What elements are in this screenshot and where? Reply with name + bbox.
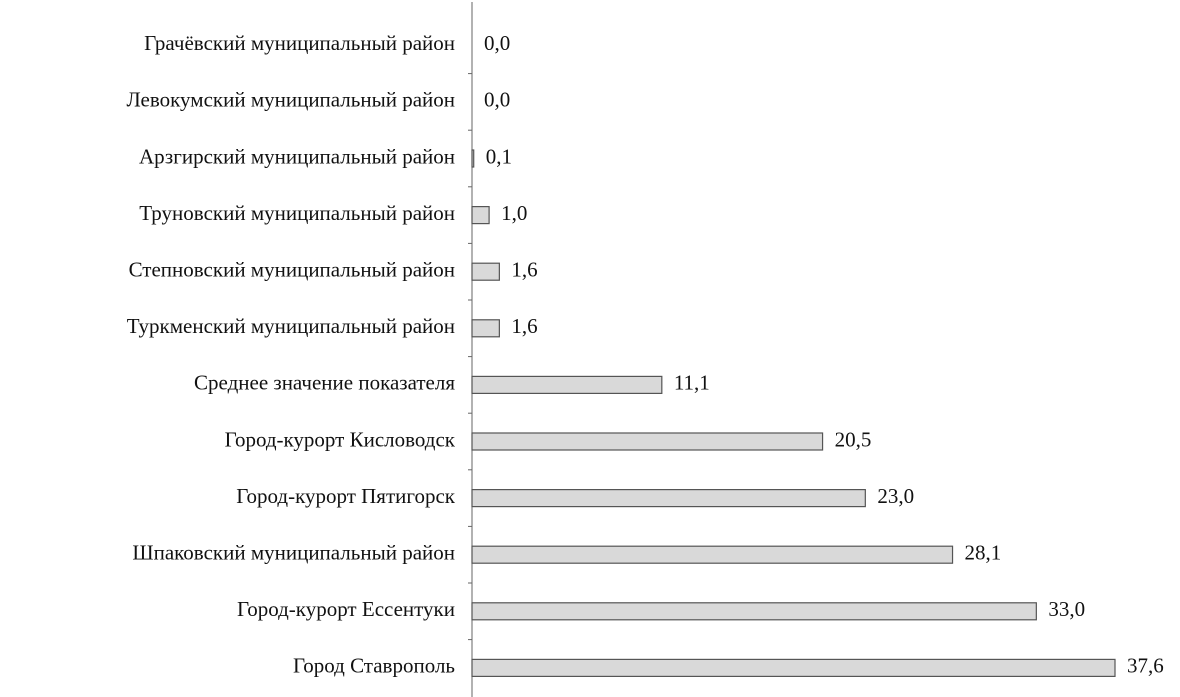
value-label: 11,1 — [674, 371, 710, 395]
category-label: Среднее значение показателя — [194, 371, 455, 395]
category-label: Степновский муниципальный район — [129, 258, 455, 282]
value-label: 1,0 — [501, 201, 527, 225]
value-label: 0,0 — [484, 31, 510, 55]
value-label: 0,0 — [484, 88, 510, 112]
bar — [471, 206, 490, 225]
category-label: Туркменский муниципальный район — [127, 314, 455, 338]
category-label: Город-курорт Кисловодск — [225, 427, 456, 451]
value-label: 0,1 — [486, 144, 512, 168]
value-label: 33,0 — [1048, 597, 1085, 621]
bar — [471, 602, 1037, 621]
category-label: Грачёвский муниципальный район — [144, 31, 455, 55]
bar — [471, 149, 475, 168]
category-label: Город Ставрополь — [293, 654, 455, 678]
category-label: Левокумский муниципальный район — [126, 88, 455, 112]
bar — [471, 545, 954, 564]
value-label: 37,6 — [1127, 654, 1164, 678]
category-label: Шпаковский муниципальный район — [132, 541, 455, 565]
bar — [471, 375, 663, 394]
category-label: Город-курорт Пятигорск — [236, 484, 456, 508]
category-label: Арзгирский муниципальный район — [139, 144, 455, 168]
value-label: 23,0 — [877, 484, 914, 508]
value-label: 20,5 — [835, 427, 872, 451]
bar — [471, 489, 866, 508]
value-label: 28,1 — [965, 541, 1002, 565]
category-label: Город-курорт Ессентуки — [237, 597, 455, 621]
value-label: 1,6 — [511, 314, 537, 338]
bar — [471, 432, 824, 451]
bar — [471, 262, 500, 281]
bar — [471, 319, 500, 338]
value-label: 1,6 — [511, 258, 537, 282]
category-label: Труновский муниципальный район — [139, 201, 455, 225]
bar — [471, 658, 1116, 678]
